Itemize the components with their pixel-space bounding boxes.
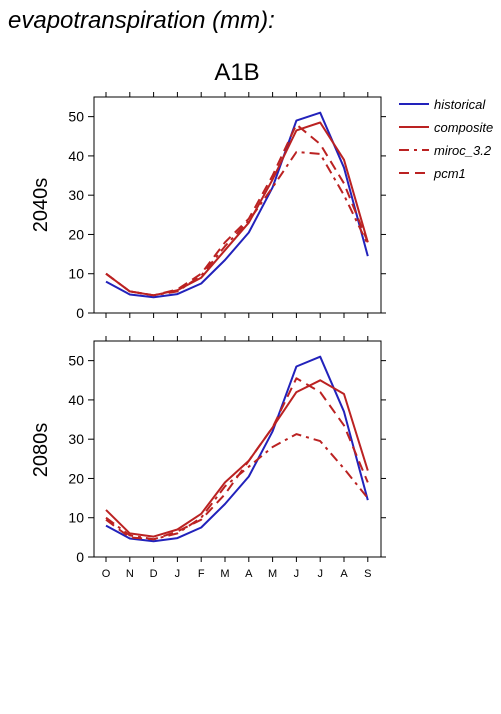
x-tick-label: F xyxy=(198,568,205,580)
y-tick-label: 50 xyxy=(68,353,84,369)
y-tick-label: 10 xyxy=(68,266,84,282)
x-axis-ticks xyxy=(105,92,369,318)
y-tick-label: 0 xyxy=(76,305,84,321)
series-line-composite xyxy=(105,121,369,297)
legend-label-miroc: miroc_3.2 xyxy=(434,143,492,158)
y-tick-label: 40 xyxy=(68,392,84,408)
panel-ylabel-2080s: 2080s xyxy=(30,423,52,478)
legend-item-composite: composite xyxy=(399,120,493,135)
x-tick-label: J xyxy=(317,568,323,580)
legend-label-composite: composite xyxy=(434,120,493,135)
y-tick-label: 30 xyxy=(68,431,84,447)
x-tick-label: D xyxy=(150,568,158,580)
plot-frame xyxy=(93,340,382,558)
series-line-pcm1 xyxy=(105,123,369,297)
x-tick-label: M xyxy=(220,568,229,580)
legend-item-miroc: miroc_3.2 xyxy=(399,143,492,158)
y-axis-ticks: 0 10 20 30 40 50 xyxy=(68,353,386,565)
x-axis-ticks xyxy=(105,336,369,562)
legend-label-historical: historical xyxy=(434,97,486,112)
series-lines xyxy=(105,355,369,543)
page-title: evapotranspiration (mm): xyxy=(8,7,275,34)
x-tick-label: M xyxy=(268,568,277,580)
series-line-historical xyxy=(105,111,369,299)
y-tick-label: 50 xyxy=(68,109,84,125)
y-tick-label: 20 xyxy=(68,226,84,242)
y-tick-label: 0 xyxy=(76,549,84,565)
panel-2080s: 2080s 0 10 20 30 40 50 O N D J F M A M J J A S xyxy=(30,336,386,580)
x-tick-label: J xyxy=(294,568,300,580)
x-tick-label: A xyxy=(245,568,253,580)
series-lines xyxy=(105,111,369,299)
y-tick-label: 10 xyxy=(68,510,84,526)
chart-title: A1B xyxy=(214,59,259,86)
series-line-composite xyxy=(105,379,369,538)
x-tick-label: A xyxy=(340,568,348,580)
x-tick-label: N xyxy=(126,568,134,580)
x-tick-label: J xyxy=(175,568,181,580)
series-line-miroc-3-2 xyxy=(105,433,369,541)
series-line-pcm1 xyxy=(105,377,369,541)
panel-2040s: 2040s 0 10 20 30 40 50 xyxy=(30,92,386,321)
panel-ylabel-2040s: 2040s xyxy=(30,178,52,233)
legend-item-historical: historical xyxy=(399,97,486,112)
series-line-historical xyxy=(105,355,369,543)
legend: historical composite miroc_3.2 pcm1 xyxy=(399,97,493,181)
x-tick-label: S xyxy=(364,568,371,580)
y-tick-label: 30 xyxy=(68,187,84,203)
y-axis-ticks: 0 10 20 30 40 50 xyxy=(68,109,386,321)
x-tick-label: O xyxy=(102,568,111,580)
y-tick-label: 20 xyxy=(68,470,84,486)
legend-label-pcm1: pcm1 xyxy=(433,166,466,181)
series-line-miroc-3-2 xyxy=(105,151,369,297)
legend-item-pcm1: pcm1 xyxy=(399,166,466,181)
plot-frame xyxy=(93,96,382,314)
y-tick-label: 40 xyxy=(68,148,84,164)
